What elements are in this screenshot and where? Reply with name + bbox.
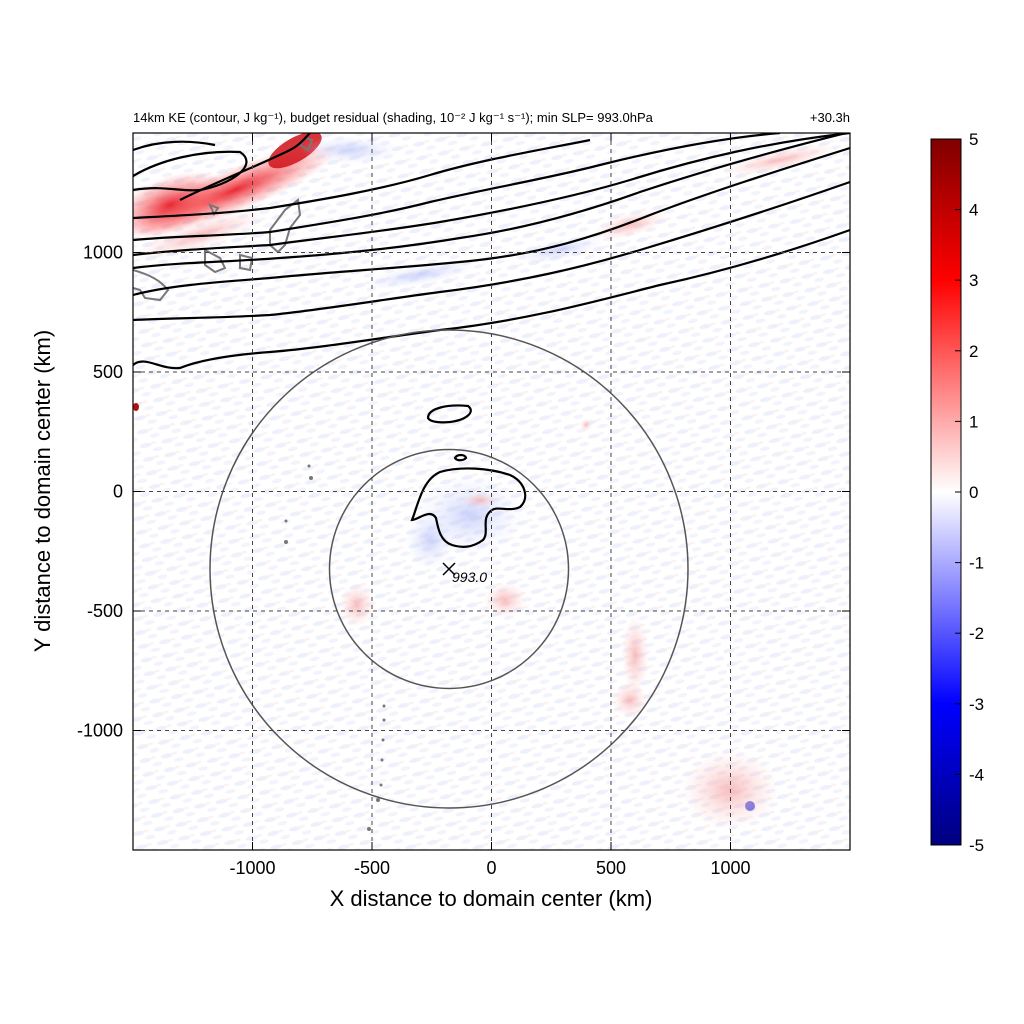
coastline-dots xyxy=(284,464,386,831)
plot-shading xyxy=(133,133,850,850)
y-axis-title: Y distance to domain center (km) xyxy=(30,330,55,652)
chart-title: 14km KE (contour, J kg⁻¹), budget residu… xyxy=(133,110,654,125)
y-axis: -1000 -500 0 500 1000 xyxy=(77,243,850,741)
colorbar-tick-label: -3 xyxy=(969,695,984,714)
colorbar: 5 4 3 2 1 0 -1 -2 -3 -4 -5 xyxy=(930,130,984,855)
forecast-time-label: +30.3h xyxy=(810,110,850,125)
colorbar-tick-label: 0 xyxy=(969,483,978,502)
x-tick-label: -1000 xyxy=(229,858,275,878)
y-tick-label: -500 xyxy=(87,601,123,621)
x-tick-label: -500 xyxy=(354,858,390,878)
min-slp-label: 993.0 xyxy=(452,569,487,585)
y-tick-label: 1000 xyxy=(83,243,123,263)
colorbar-tick-label: 4 xyxy=(969,201,978,220)
range-circles xyxy=(209,329,689,809)
y-tick-label: -1000 xyxy=(77,721,123,741)
colorbar-tick-label: 2 xyxy=(969,342,978,361)
x-tick-label: 500 xyxy=(596,858,626,878)
range-circle-1000km xyxy=(209,329,689,809)
y-tick-label: 0 xyxy=(113,482,123,502)
x-tick-label: 1000 xyxy=(710,858,750,878)
range-circle-500km xyxy=(328,448,570,690)
colorbar-tick-label: 5 xyxy=(969,130,978,149)
x-axis-title: X distance to domain center (km) xyxy=(330,886,653,911)
y-tick-label: 500 xyxy=(93,362,123,382)
colorbar-tick-label: -2 xyxy=(969,624,984,643)
colorbar-tick-label: -4 xyxy=(969,765,984,784)
colorbar-ticks: 5 4 3 2 1 0 -1 -2 -3 -4 -5 xyxy=(955,130,984,855)
center-marker: 993.0 xyxy=(442,562,487,585)
colorbar-tick-label: -1 xyxy=(969,554,984,573)
x-axis: -1000 -500 0 500 1000 xyxy=(229,133,751,878)
colorbar-tick-label: 3 xyxy=(969,271,978,290)
colorbar-tick-label: 1 xyxy=(969,412,978,431)
x-tick-label: 0 xyxy=(486,858,496,878)
colorbar-tick-label: -5 xyxy=(969,836,984,855)
